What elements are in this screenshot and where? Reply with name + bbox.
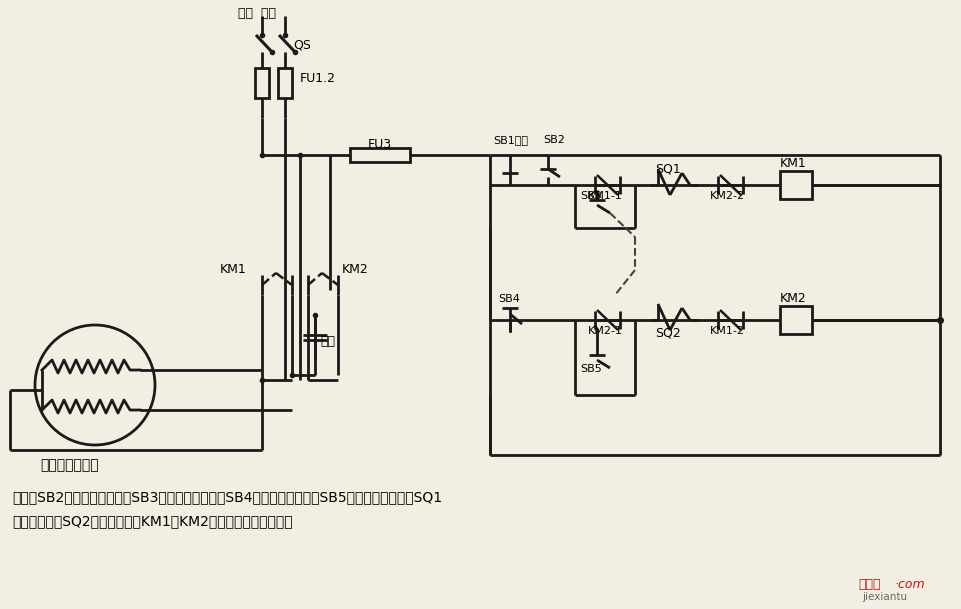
Text: SB1停止: SB1停止 xyxy=(492,135,528,145)
Text: 接线图: 接线图 xyxy=(857,578,879,591)
Text: 说明：SB2为上升启动按钮，SB3为上升点动按钮，SB4为下降启动按钮，SB5为下降点动按钮；SQ1: 说明：SB2为上升启动按钮，SB3为上升点动按钮，SB4为下降启动按钮，SB5为… xyxy=(12,490,442,504)
Text: SQ2: SQ2 xyxy=(654,326,680,339)
Bar xyxy=(779,171,811,199)
Text: FU1.2: FU1.2 xyxy=(300,72,335,85)
Text: KM2: KM2 xyxy=(342,263,368,276)
Text: FU3: FU3 xyxy=(368,138,392,151)
Text: KM1-1: KM1-1 xyxy=(587,191,622,201)
Text: 单相电容电动机: 单相电容电动机 xyxy=(40,458,99,472)
Text: KM1: KM1 xyxy=(779,157,806,170)
Text: SB3: SB3 xyxy=(579,191,602,201)
Text: SQ1: SQ1 xyxy=(654,163,680,176)
Bar xyxy=(350,148,409,162)
Bar xyxy=(278,68,292,98)
Text: KM2-2: KM2-2 xyxy=(709,191,745,201)
Text: SB2: SB2 xyxy=(542,135,564,145)
Circle shape xyxy=(35,325,155,445)
Text: 电容: 电容 xyxy=(320,335,334,348)
Text: KM2-1: KM2-1 xyxy=(587,326,623,336)
Text: KM1: KM1 xyxy=(220,263,246,276)
Text: 火线  零线: 火线 零线 xyxy=(237,7,276,20)
Text: jiexiantu: jiexiantu xyxy=(861,592,906,602)
Text: SB4: SB4 xyxy=(498,294,519,304)
Text: 为最高限位，SQ2为最低限位。KM1、KM2可用中间继电器代替。: 为最高限位，SQ2为最低限位。KM1、KM2可用中间继电器代替。 xyxy=(12,514,292,528)
Text: SB5: SB5 xyxy=(579,364,602,374)
Text: KM2: KM2 xyxy=(779,292,806,305)
Bar xyxy=(779,306,811,334)
Text: KM1-2: KM1-2 xyxy=(709,326,744,336)
Text: ·com: ·com xyxy=(894,578,924,591)
Bar xyxy=(255,68,269,98)
Text: QS: QS xyxy=(293,38,310,51)
